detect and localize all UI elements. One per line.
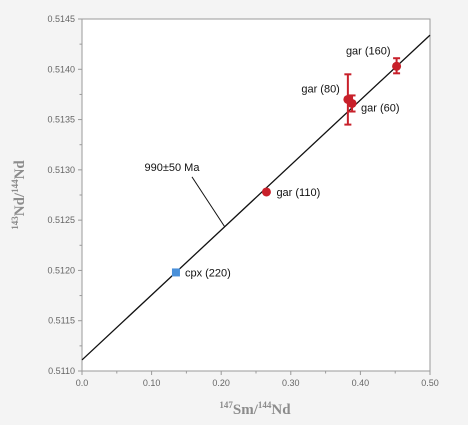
- y-tick-label: 0.5145: [47, 14, 75, 24]
- x-title-base2: Nd: [271, 402, 291, 418]
- point-label: gar (110): [276, 187, 320, 199]
- y-tick-label: 0.5115: [48, 316, 75, 326]
- isochron-layer: 990±50 Ma: [81, 34, 431, 361]
- points-layer: cpx (220) gar (110) gar (80) gar (60) gar (1…: [171, 45, 402, 279]
- x-tick-label: 0.20: [212, 378, 230, 388]
- y-title-sup1: 143: [10, 216, 20, 230]
- y-tick-label: 0.5135: [47, 115, 75, 125]
- x-tick-label: 0.30: [282, 378, 300, 388]
- isochron-age-label: 990±50 Ma: [144, 162, 200, 174]
- y-title-base1: Nd/: [12, 192, 28, 216]
- point-label: gar (160): [346, 45, 391, 57]
- x-tick-label: 0.10: [143, 378, 161, 388]
- x-tick-label: 0.40: [352, 378, 370, 388]
- point-label: gar (80): [301, 83, 340, 95]
- y-tick-label: 0.5110: [48, 366, 75, 376]
- point-label: gar (60): [361, 102, 400, 114]
- x-tick-label: 0.50: [421, 378, 439, 388]
- y-title-base2: Nd: [12, 160, 28, 180]
- axes: 0.0 0.10 0.20 0.30 0.40 0.50 0.5110 0.5115 0.512…: [47, 14, 438, 388]
- isochron-line: [81, 34, 431, 361]
- point-circle: [261, 187, 271, 197]
- point-circle: [392, 61, 402, 71]
- y-tick-label: 0.5130: [47, 165, 75, 175]
- y-tick-label: 0.5120: [47, 265, 75, 275]
- y-tick-label: 0.5140: [47, 64, 75, 74]
- plot-area: [82, 19, 430, 371]
- x-tick-label: 0.0: [76, 378, 89, 388]
- x-title-sup2: 144: [258, 400, 272, 410]
- isochron-leader: [191, 176, 226, 228]
- y-title-sup2: 144: [10, 179, 20, 193]
- y-tick-label: 0.5125: [47, 215, 75, 225]
- point-circle: [347, 98, 357, 108]
- x-title-base1: Sm/: [233, 402, 259, 418]
- y-axis-title: 143Nd/144Nd: [10, 160, 28, 230]
- x-title-sup1: 147: [219, 400, 233, 410]
- point-square: [171, 268, 180, 277]
- x-axis-title: 147Sm/144Nd: [219, 400, 291, 418]
- point-label: cpx (220): [185, 267, 231, 279]
